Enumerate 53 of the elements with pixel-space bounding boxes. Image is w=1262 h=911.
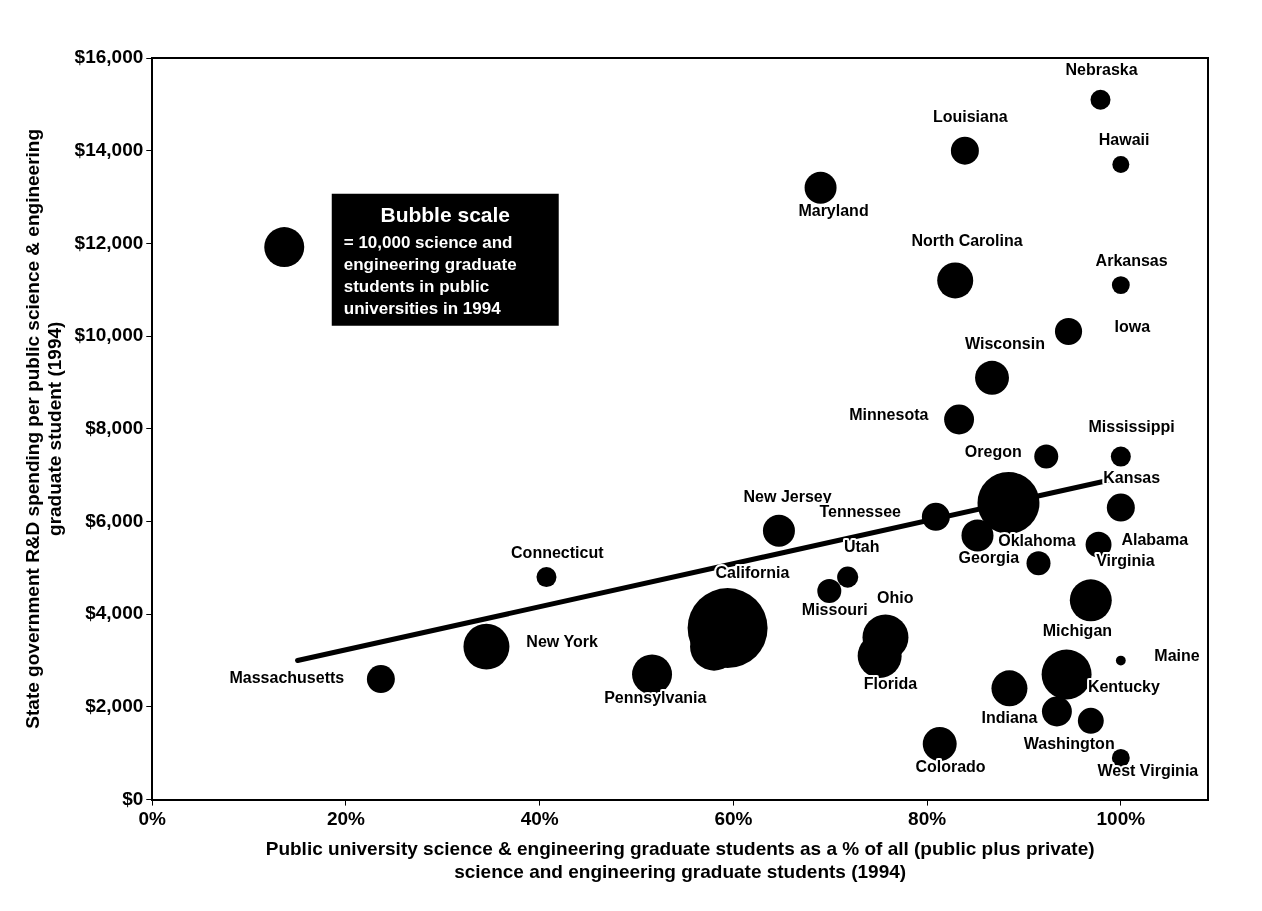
annotation: New York bbox=[526, 632, 598, 650]
y-tick-label: $6,000 bbox=[85, 509, 144, 531]
annotation: Arkansas bbox=[1095, 251, 1168, 269]
x-tick-label: 20% bbox=[326, 808, 366, 830]
y-tick-label: $4,000 bbox=[85, 602, 144, 624]
y-tick-label: $16,000 bbox=[74, 46, 144, 68]
annotation: Pennsylvania bbox=[604, 688, 707, 706]
legend-title: Bubble scale bbox=[380, 202, 511, 226]
x-axis-title: Public university science & engineering graduate students as a % of all (public plus private) science and engineering graduate students (1994) bbox=[265, 838, 1095, 882]
y-tick-label: $10,000 bbox=[74, 324, 144, 346]
annotation: Oregon bbox=[964, 442, 1022, 460]
annotation: Missouri bbox=[801, 600, 868, 618]
annotation: Utah bbox=[843, 538, 880, 556]
x-tick-label: 80% bbox=[908, 808, 947, 830]
legend-label: = 10,000 science and engineering graduate students in public universities in 1994 bbox=[343, 233, 517, 319]
annotation: Oklahoma bbox=[998, 532, 1076, 550]
x-tick-label: 60% bbox=[714, 808, 753, 830]
y-tick-label: $2,000 bbox=[85, 695, 144, 717]
annotation: Alabama bbox=[1121, 530, 1189, 548]
annotation: Maryland bbox=[798, 201, 869, 219]
annotation: Kansas bbox=[1103, 468, 1161, 486]
annotation: Maine bbox=[1154, 646, 1200, 664]
annotation: Hawaii bbox=[1098, 131, 1150, 149]
annotation: Connecticut bbox=[511, 543, 605, 561]
annotation: Iowa bbox=[1114, 317, 1151, 335]
x-tick-label: 40% bbox=[520, 808, 559, 830]
annotation: West Virginia bbox=[1097, 762, 1199, 780]
annotation: Tennessee bbox=[819, 502, 902, 520]
annotation: Wisconsin bbox=[965, 334, 1045, 352]
y-tick-label: $14,000 bbox=[74, 138, 144, 160]
annotation: Nebraska bbox=[1065, 60, 1138, 78]
annotation: Florida bbox=[863, 675, 918, 693]
annotation: Colorado bbox=[915, 758, 986, 776]
y-tick-label: $8,000 bbox=[85, 417, 144, 439]
annotation: Georgia bbox=[958, 549, 1020, 567]
annotation: New Jersey bbox=[743, 487, 832, 505]
annotation: Ohio bbox=[876, 588, 914, 606]
annotation: Massachusetts bbox=[229, 669, 345, 687]
y-axis-title: State government R&D spending per public science & engineering graduate student (1994) bbox=[21, 128, 66, 729]
annotation: California bbox=[715, 564, 790, 582]
annotation: Michigan bbox=[1042, 621, 1113, 639]
annotation: Virginia bbox=[1096, 551, 1155, 569]
x-tick-label: 0% bbox=[138, 808, 167, 830]
annotation: Minnesota bbox=[849, 405, 929, 423]
annotation: Kentucky bbox=[1087, 678, 1161, 696]
y-tick-label: $0 bbox=[122, 787, 144, 809]
annotation: Louisiana bbox=[932, 107, 1008, 125]
annotation: Mississippi bbox=[1088, 417, 1175, 435]
y-tick-label: $12,000 bbox=[74, 231, 144, 253]
annotation: Indiana bbox=[981, 709, 1038, 727]
x-tick-label: 100% bbox=[1096, 808, 1146, 830]
annotation: Washington bbox=[1023, 734, 1115, 752]
annotation: North Carolina bbox=[911, 231, 1023, 249]
